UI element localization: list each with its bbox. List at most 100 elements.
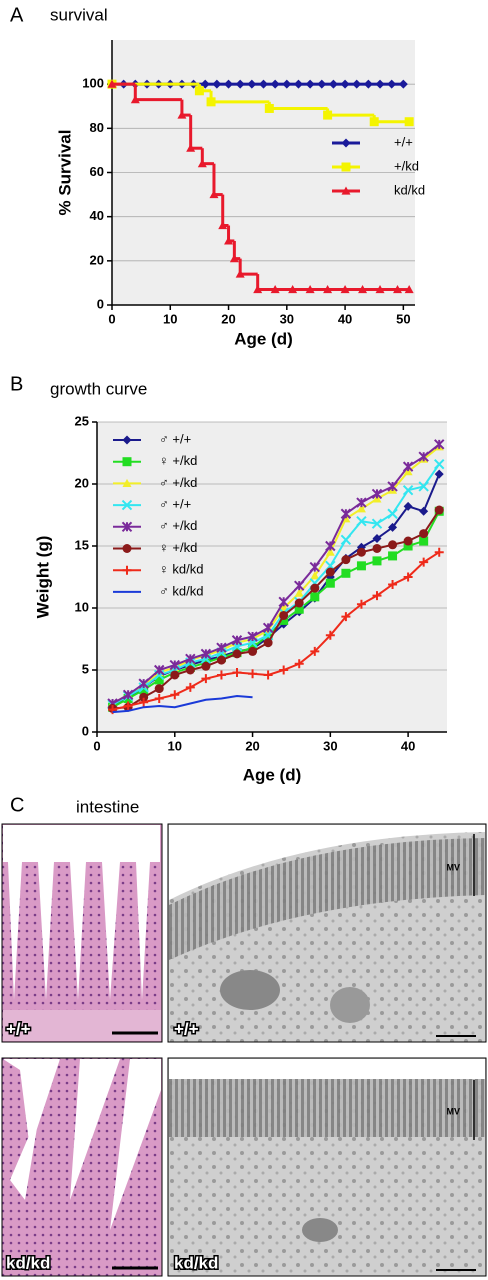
legend-marker	[122, 457, 132, 467]
marker	[278, 596, 289, 608]
marker	[130, 95, 140, 104]
marker	[356, 547, 366, 557]
marker	[294, 588, 304, 597]
marker	[369, 117, 379, 127]
marker	[403, 536, 413, 546]
marker	[293, 79, 303, 89]
marker	[340, 285, 350, 294]
legend-label: ♂ kd/kd	[159, 583, 203, 598]
marker	[294, 659, 304, 669]
marker	[356, 561, 366, 571]
series-line	[112, 551, 440, 711]
marker	[194, 86, 204, 96]
marker	[279, 610, 289, 620]
marker	[264, 103, 274, 113]
marker	[375, 285, 385, 294]
marker	[325, 567, 335, 577]
marker	[356, 599, 366, 609]
marker	[372, 556, 382, 566]
marker	[232, 667, 242, 677]
marker	[434, 547, 444, 557]
legend-label: kd/kd	[394, 182, 425, 197]
legend-marker	[121, 521, 133, 533]
marker	[375, 79, 385, 89]
marker	[434, 469, 444, 479]
marker	[263, 638, 273, 648]
image-label: +/+	[174, 1019, 199, 1038]
marker	[325, 540, 336, 552]
panel-letter: C	[10, 794, 24, 816]
x-tick-label: 30	[280, 311, 294, 326]
marker	[107, 79, 117, 88]
series-line	[112, 443, 440, 705]
marker	[419, 536, 429, 546]
marker	[139, 692, 149, 702]
marker	[224, 79, 234, 89]
annotation: MV	[447, 862, 461, 872]
marker	[325, 578, 335, 588]
x-tick-label: 50	[396, 311, 410, 326]
legend-marker	[122, 435, 132, 445]
marker	[340, 534, 352, 546]
y-tick-label: 80	[90, 120, 104, 135]
panel-letter: A	[10, 4, 24, 26]
marker	[323, 110, 333, 120]
marker	[216, 642, 227, 653]
marker	[310, 592, 320, 602]
legend-marker	[341, 186, 351, 195]
marker	[123, 701, 133, 711]
y-tick-label: 20	[75, 475, 89, 490]
marker	[340, 508, 352, 519]
y-tick-label: 60	[90, 164, 104, 179]
marker	[403, 501, 413, 511]
marker	[402, 461, 414, 472]
marker	[229, 254, 239, 263]
legend-marker	[122, 544, 132, 553]
marker	[212, 79, 222, 89]
marker	[341, 555, 351, 565]
marker	[402, 484, 414, 496]
marker	[404, 285, 414, 294]
x-axis-label: Age (d)	[243, 765, 302, 784]
micrograph-em-kd: MV kd/kd	[167, 1057, 487, 1277]
marker	[216, 655, 226, 665]
y-tick-label: 0	[82, 723, 89, 738]
marker	[235, 79, 245, 89]
marker	[200, 648, 212, 660]
marker	[294, 604, 304, 614]
marker	[388, 551, 398, 561]
marker	[356, 497, 367, 508]
marker	[279, 665, 289, 675]
marker	[201, 674, 211, 684]
series	[107, 79, 414, 127]
marker	[197, 159, 207, 168]
marker	[186, 143, 196, 152]
axes	[96, 422, 447, 733]
marker	[232, 649, 242, 659]
x-tick-label: 40	[401, 738, 415, 753]
x-tick-label: 10	[163, 311, 177, 326]
marker	[177, 110, 187, 119]
panel-letter: B	[10, 373, 23, 395]
chart-title: survival	[50, 5, 108, 24]
marker	[341, 568, 351, 578]
axes	[111, 40, 415, 306]
series-line	[112, 695, 253, 714]
marker	[305, 79, 315, 89]
legend-label: ♀ +/kd	[159, 453, 197, 468]
y-tick-label: 40	[90, 208, 104, 223]
marker	[170, 670, 180, 680]
marker	[263, 670, 273, 680]
marker	[253, 285, 263, 294]
marker	[419, 529, 429, 539]
marker	[328, 79, 338, 89]
marker	[169, 659, 180, 671]
marker	[294, 598, 304, 608]
marker	[185, 665, 195, 675]
marker	[224, 236, 234, 245]
x-tick-label: 20	[221, 311, 235, 326]
marker	[185, 653, 196, 665]
x-tick-label: 20	[245, 738, 259, 753]
marker	[139, 697, 149, 707]
marker	[231, 635, 243, 646]
